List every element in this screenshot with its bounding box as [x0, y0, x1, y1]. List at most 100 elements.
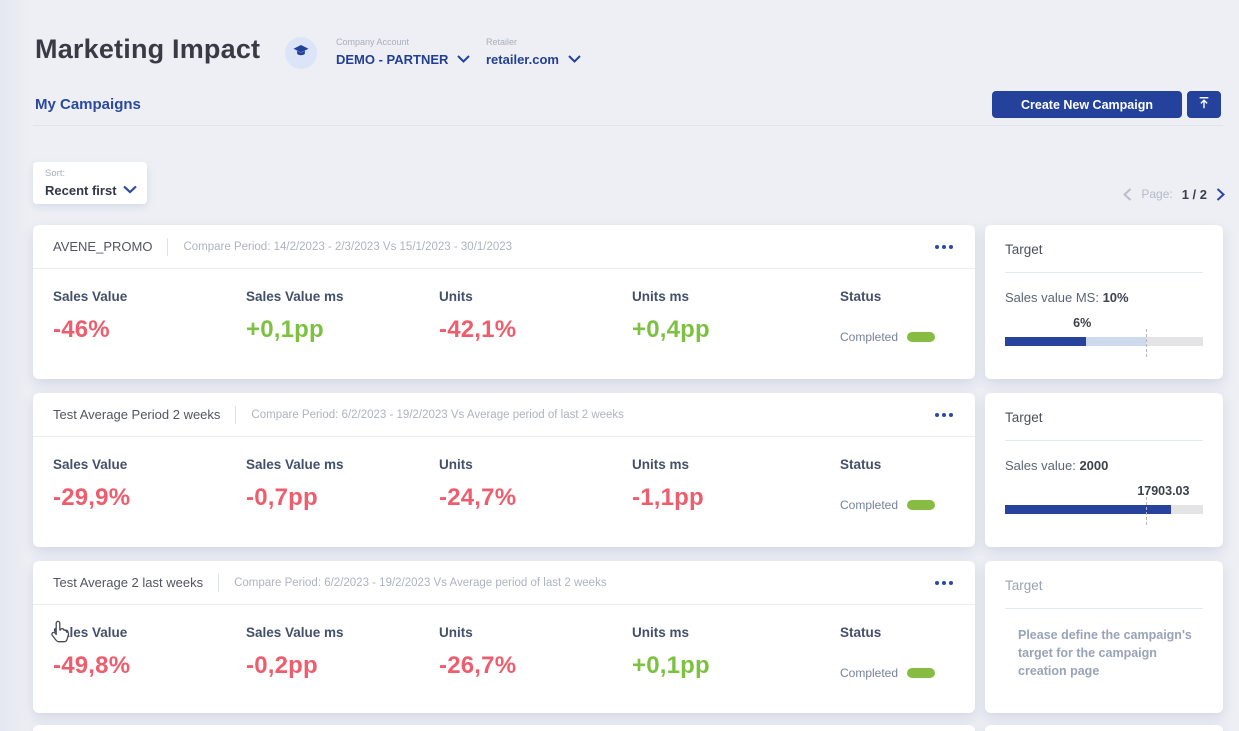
vertical-divider — [167, 237, 169, 256]
target-empty-message: Please define the campaign's target for … — [1018, 628, 1192, 679]
company-account-value: DEMO - PARTNER — [336, 51, 449, 67]
target-card: Target Sales value: 2000 17903.03 — [985, 393, 1223, 547]
page-value: 1 / 2 — [1181, 186, 1207, 202]
status-toggle[interactable] — [907, 668, 936, 678]
upload-icon — [1197, 96, 1211, 113]
metric-label: Sales Value ms — [246, 457, 344, 472]
target-card: Target Please define the campaign's targ… — [985, 561, 1223, 713]
sort-dropdown[interactable]: Sort: Recent first — [33, 162, 147, 204]
more-menu-icon[interactable] — [933, 241, 955, 253]
target-marker — [1145, 329, 1147, 357]
target-card-partial — [985, 725, 1223, 731]
target-progress: 6% — [1005, 316, 1203, 357]
metric-value: +0,1pp — [632, 652, 710, 679]
metric-sales-value: Sales Value -49,8% — [53, 625, 246, 680]
campaign-card: AVENE_PROMO Compare Period: 14/2/2023 - … — [33, 225, 975, 379]
metric-units-ms: Units ms -1,1pp — [632, 457, 825, 512]
metric-label: Sales Value ms — [246, 625, 344, 640]
card-divider — [33, 436, 975, 437]
progress-fill — [1005, 505, 1172, 514]
sort-value: Recent first — [45, 182, 117, 198]
card-divider — [1005, 272, 1203, 273]
card-divider — [1005, 440, 1203, 441]
page-label: Page: — [1141, 187, 1173, 201]
status-value: Completed — [840, 498, 899, 512]
page-title: Marketing Impact — [35, 34, 261, 64]
my-campaigns-link[interactable]: My Campaigns — [35, 96, 141, 113]
vertical-divider — [218, 573, 220, 592]
company-account-label: Company Account — [336, 37, 410, 47]
progress-value-label: 17903.03 — [1137, 484, 1190, 498]
metric-value: -24,7% — [439, 484, 517, 511]
card-divider — [1005, 608, 1203, 609]
status-value: Completed — [840, 330, 899, 344]
metric-label: Units ms — [632, 289, 690, 304]
status-column: Status Completed — [840, 289, 936, 344]
export-button[interactable] — [1187, 91, 1221, 118]
campaign-name: AVENE_PROMO — [53, 239, 153, 254]
education-badge[interactable] — [285, 37, 317, 69]
metric-label: Units ms — [632, 625, 690, 640]
status-label: Status — [840, 625, 882, 640]
target-title: Target — [1005, 410, 1043, 425]
progress-value-label: 6% — [1073, 316, 1092, 330]
target-metric-value: 2000 — [1079, 458, 1109, 473]
metric-value: -42,1% — [439, 316, 517, 343]
section-divider — [33, 125, 1223, 126]
metric-label: Sales Value ms — [246, 289, 344, 304]
metric-label: Sales Value — [53, 289, 128, 304]
status-value: Completed — [840, 666, 899, 680]
campaign-name: Test Average 2 last weeks — [53, 575, 204, 590]
pagination: Page: 1 / 2 — [1123, 184, 1225, 204]
card-divider — [33, 268, 975, 269]
target-metric-value: 10% — [1102, 290, 1129, 305]
metric-value: -0,2pp — [246, 652, 318, 679]
next-page-button[interactable] — [1216, 187, 1225, 201]
target-title: Target — [1005, 578, 1043, 593]
target-progress: 17903.03 — [1005, 484, 1203, 525]
campaign-name: Test Average Period 2 weeks — [53, 407, 221, 422]
metric-units: Units -24,7% — [439, 457, 632, 512]
company-account-selector[interactable]: Company Account DEMO - PARTNER — [336, 37, 471, 68]
metric-label: Sales Value — [53, 625, 128, 640]
status-toggle[interactable] — [907, 500, 936, 510]
create-new-campaign-button[interactable]: Create New Campaign — [992, 91, 1182, 118]
metric-value: +0,4pp — [632, 316, 710, 343]
metric-value: -1,1pp — [632, 484, 704, 511]
metric-units: Units -42,1% — [439, 289, 632, 344]
retailer-label: Retailer — [486, 37, 518, 47]
metric-sales-value-ms: Sales Value ms +0,1pp — [246, 289, 439, 344]
previous-page-button[interactable] — [1123, 187, 1132, 201]
status-column: Status Completed — [840, 625, 936, 680]
status-label: Status — [840, 289, 882, 304]
status-toggle[interactable] — [907, 332, 936, 342]
more-menu-icon[interactable] — [933, 577, 955, 589]
metric-units-ms: Units ms +0,4pp — [632, 289, 825, 344]
metric-label: Units — [439, 625, 473, 640]
more-menu-icon[interactable] — [933, 409, 955, 421]
metric-value: -0,7pp — [246, 484, 318, 511]
compare-period: Compare Period: 6/2/2023 - 19/2/2023 Vs … — [251, 408, 624, 421]
metric-label: Sales Value — [53, 457, 128, 472]
progress-fill — [1005, 337, 1087, 346]
metric-value: +0,1pp — [246, 316, 324, 343]
target-title: Target — [1005, 242, 1043, 257]
metric-units: Units -26,7% — [439, 625, 632, 680]
metric-sales-value-ms: Sales Value ms -0,2pp — [246, 625, 439, 680]
metric-label: Units — [439, 289, 473, 304]
retailer-value: retailer.com — [486, 51, 559, 67]
card-divider — [33, 604, 975, 605]
metric-value: -46% — [53, 316, 110, 343]
status-column: Status Completed — [840, 457, 936, 512]
target-metric: Sales value: 2000 — [1005, 458, 1109, 473]
retailer-selector[interactable]: Retailer retailer.com — [486, 37, 581, 68]
progress-track — [1005, 329, 1203, 357]
metric-value: -49,8% — [53, 652, 131, 679]
metric-label: Units — [439, 457, 473, 472]
metric-sales-value: Sales Value -29,9% — [53, 457, 246, 512]
metric-sales-value: Sales Value -46% — [53, 289, 246, 344]
progress-track — [1005, 497, 1203, 525]
campaign-card-partial — [33, 725, 975, 731]
compare-period: Compare Period: 14/2/2023 - 2/3/2023 Vs … — [183, 240, 513, 253]
